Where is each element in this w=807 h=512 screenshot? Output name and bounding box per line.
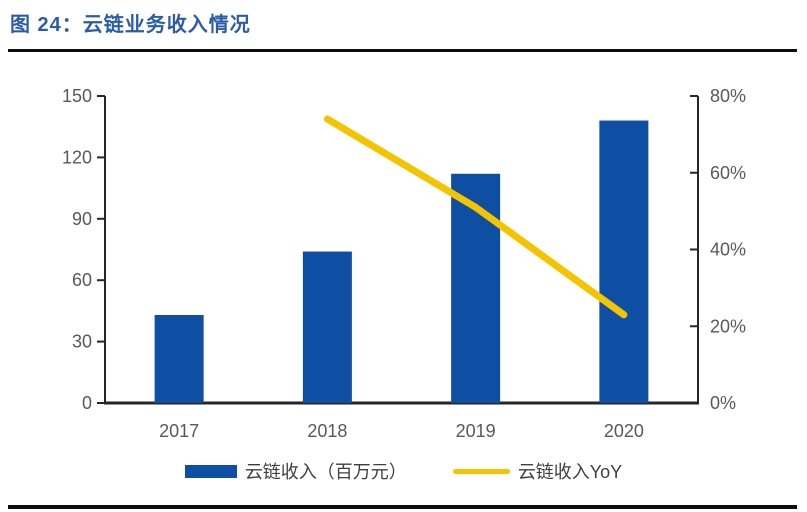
bar-2019: [451, 173, 501, 403]
legend-item-yoy: 云链收入YoY: [452, 458, 623, 484]
bar-2020: [599, 120, 649, 403]
legend-item-revenue: 云链收入（百万元）: [184, 458, 407, 484]
figure-title: 图 24：云链业务收入情况: [10, 14, 251, 36]
y-left-tick-label: 120: [62, 147, 92, 167]
chart-area: 0 30 60 90 120 150 0% 20% 40% 60% 80% 2017 2018 2019 2…: [0, 60, 807, 452]
revenue-chart: 0 30 60 90 120 150 0% 20% 40% 60% 80% 2017 2018 2019 2…: [62, 86, 746, 441]
y-right-tick-label: 0%: [710, 393, 736, 413]
x-axis-label-2020: 2020: [604, 421, 644, 441]
legend-line-label: 云链收入YoY: [517, 462, 623, 482]
legend-line-swatch: [452, 468, 510, 474]
y-right-tick-label: 20%: [710, 316, 746, 336]
legend-bar-label: 云链收入（百万元）: [244, 462, 407, 482]
y-left-tick-label: 90: [72, 209, 92, 229]
y-left-tick-label: 150: [62, 86, 92, 106]
legend-bar-swatch: [184, 464, 237, 478]
y-left-tick-label: 0: [82, 393, 92, 413]
bottom-border-rule: [8, 505, 797, 509]
y-left-tick-label: 30: [72, 332, 92, 352]
bar-2017: [154, 314, 204, 403]
chart-legend: 云链收入（百万元） 云链收入YoY: [0, 458, 807, 484]
y-left-tick-label: 60: [72, 270, 92, 290]
y-right-tick-label: 80%: [710, 86, 746, 106]
x-axis-label-2018: 2018: [307, 421, 347, 441]
title-divider-rule: [8, 49, 797, 52]
yoy-line: [323, 115, 628, 319]
x-axis-label-2017: 2017: [159, 421, 199, 441]
y-right-tick-label: 40%: [710, 240, 746, 260]
x-axis-label-2019: 2019: [456, 421, 496, 441]
bar-2018: [302, 251, 352, 403]
y-right-tick-label: 60%: [710, 163, 746, 183]
